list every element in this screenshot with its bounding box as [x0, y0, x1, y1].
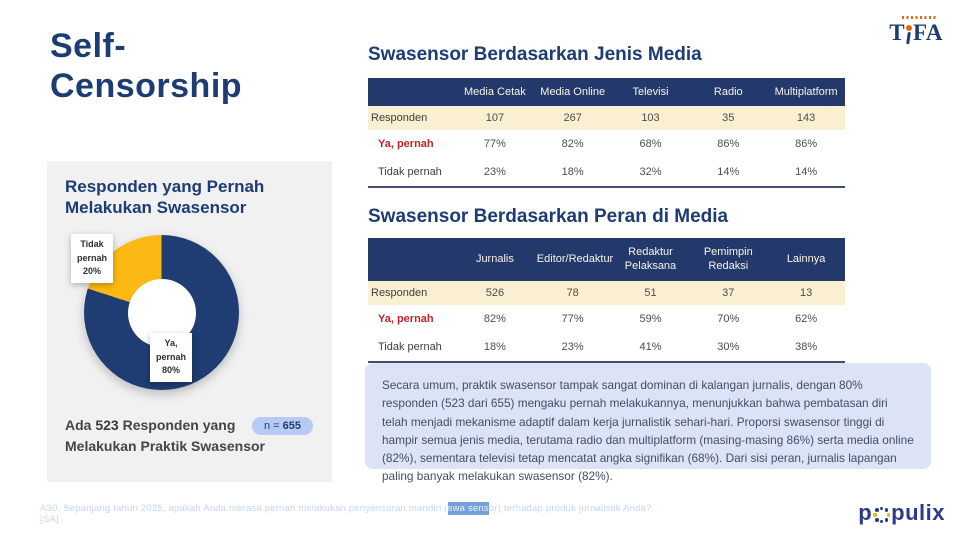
table-row-ya-pernah: Ya, pernah 82% 77% 59% 70% 62% — [368, 304, 845, 333]
col-header: Lainnya — [767, 238, 845, 281]
populix-letter-p: p — [858, 500, 873, 525]
summary-text: Secara umum, praktik swasensor tampak sa… — [382, 378, 914, 484]
chart-caption: Ada 523 Responden yang Melakukan Praktik… — [65, 417, 265, 454]
tifa-letter-t: T — [889, 20, 906, 45]
page-title-line2: Censorship — [50, 67, 243, 106]
table-row-tidak-pernah: Tidak pernah 18% 23% 41% 30% 38% — [368, 332, 845, 362]
col-header: Redaktur Pelaksana — [611, 238, 690, 281]
section-heading-jenis-media: Swasensor Berdasarkan Jenis Media — [368, 44, 702, 65]
corner-cell — [368, 238, 456, 281]
survey-question-footnote: A30. Sepanjang tahun 2025, apakah Anda m… — [40, 502, 660, 525]
summary-text-box: Secara umum, praktik swasensor tampak sa… — [365, 363, 931, 483]
table-jenis-media: Media Cetak Media Online Televisi Radio … — [368, 78, 845, 189]
tifa-letters-fa: FA — [913, 20, 943, 45]
donut-label-tidak-pernah: Tidak pernah 20% — [71, 234, 114, 283]
col-header: Editor/Redaktur — [533, 238, 613, 281]
chart-title: Responden yang Pernah Melakukan Swasenso… — [65, 177, 265, 218]
sample-size-badge: n = 655 — [252, 417, 314, 435]
page-title-line1: Self- — [50, 27, 127, 65]
donut-label-ya-pernah: Ya, pernah 80% — [150, 333, 193, 382]
page-title: Self- Censorship — [50, 26, 242, 106]
table-row-ya-pernah: Ya, pernah 77% 82% 68% 86% 86% — [368, 130, 845, 159]
highlighted-selection: swa sens — [447, 502, 489, 515]
table-header-row: Media Cetak Media Online Televisi Radio … — [368, 78, 845, 107]
table-row-responden: Responden 107 267 103 35 143 — [368, 106, 845, 131]
corner-cell — [368, 78, 456, 107]
col-header: Media Cetak — [456, 78, 534, 107]
footnote-text: or) terhadap produk jurnalistik Anda? [S… — [40, 503, 652, 525]
tifa-wordmark: T FA — [889, 21, 943, 44]
donut-chart-card: Responden yang Pernah Melakukan Swasenso… — [47, 161, 332, 482]
footnote-text: A30. Sepanjang tahun 2025, apakah Anda m… — [40, 503, 448, 514]
table-header-row: Jurnalis Editor/Redaktur Redaktur Pelaks… — [368, 238, 845, 281]
col-header: Radio — [689, 78, 768, 107]
col-header: Televisi — [611, 78, 690, 107]
tifa-logo-tagline-mark — [902, 16, 937, 19]
sample-size-value: 655 — [282, 420, 302, 432]
col-header: Multiplatform — [767, 78, 845, 107]
col-header: Jurnalis — [456, 238, 534, 281]
col-header: Media Online — [533, 78, 612, 107]
tifa-logo: T FA — [889, 16, 943, 44]
populix-letters-pulix: pulix — [891, 500, 945, 525]
table-row-responden: Responden 526 78 51 37 13 — [368, 280, 845, 305]
populix-logo: p pulix — [858, 500, 945, 526]
table-row-tidak-pernah: Tidak pernah 23% 18% 32% 14% 14% — [368, 158, 845, 188]
populix-dotted-o-icon — [873, 506, 891, 524]
table-peran-media: Jurnalis Editor/Redaktur Redaktur Pelaks… — [368, 238, 845, 363]
tifa-i-icon — [905, 25, 913, 44]
section-heading-peran-media: Swasensor Berdasarkan Peran di Media — [368, 206, 729, 227]
col-header: Pemimpin Redaksi — [689, 238, 768, 281]
respondent-count: 523 — [95, 417, 119, 433]
